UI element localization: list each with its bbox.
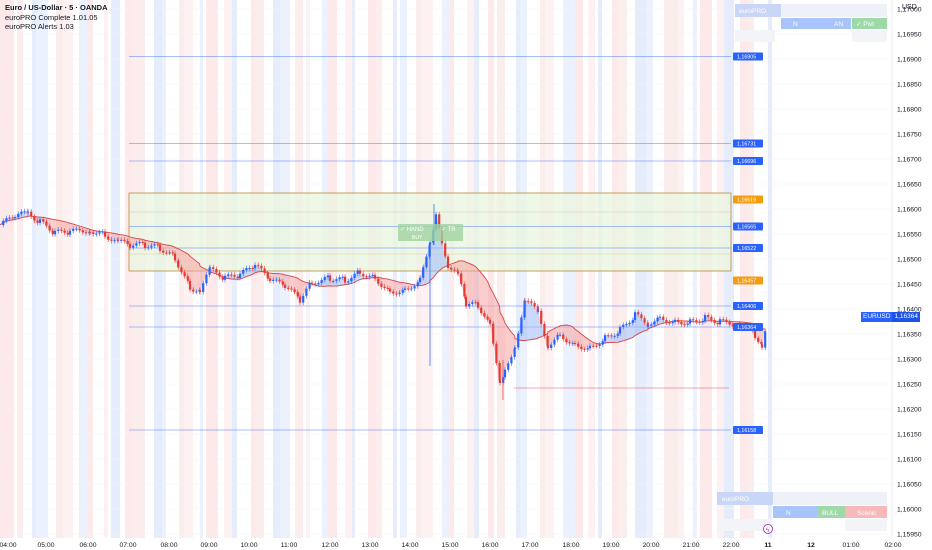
level-label-badge [733,426,763,434]
current-price-badge: EURUSD 1,16364 [861,312,920,322]
time-tick-label: 06:00 [79,542,96,549]
time-tick-label: 04:00 [0,542,17,549]
level-label-text: 1,16158 [737,428,756,434]
price-tick-label: 1,16900 [897,57,922,64]
indicator-legend-2[interactable]: euroPRO Alerts 1.03 [5,22,74,31]
price-tick-label: 1,16300 [897,357,922,364]
time-tick-label: 21:00 [682,542,699,549]
top-panel-cell-2: AN [834,21,843,28]
time-tick-label: 10:00 [240,542,257,549]
level-label-text: 1,16619 [737,198,756,204]
price-tick-label: 1,16350 [897,332,922,339]
price-tick-label: 1,16600 [897,207,922,214]
time-tick-label: 01:00 [842,542,859,549]
current-price-value: 1,16364 [892,312,920,322]
indicator-legend-1[interactable]: euroPRO Complete 1.01.05 [5,12,98,22]
price-axis-ticks: 1,17000 1,16950 1,16900 1,16850 1,16800 1,167… [897,7,922,539]
price-tick-label: 1,16500 [897,257,922,264]
level-label-text: 1,16406 [737,304,756,310]
price-tick-label: 1,16700 [897,157,922,164]
current-symbol: EURUSD [861,312,893,322]
chart-legend: Euro / US-Dollar · 5 · OANDA euroPRO Com… [5,3,108,32]
candlesticks [2,204,767,400]
top-info-panel: euroPRO N AN ✓ Pivt [735,4,887,42]
signal-text-3: BUY [412,235,423,241]
signal-text-2: ✓ TR [441,227,456,233]
time-tick-label: 12 [807,542,815,549]
svg-text:ϟ: ϟ [766,528,770,534]
price-tick-label: 1,16450 [897,282,922,289]
level-label-text: 1,16905 [737,55,756,61]
price-tick-label: 1,16150 [897,432,922,439]
price-tick-label: 1,16000 [897,507,922,514]
symbol-title[interactable]: Euro / US-Dollar · 5 · OANDA [5,3,108,12]
price-tick-label: 1,16050 [897,482,922,489]
level-label-badge [733,276,763,285]
level-label-badge [733,244,763,252]
price-tick-label: 1,16550 [897,232,922,239]
top-panel-cell-1: N [793,21,798,28]
price-tick-label: 1,17000 [897,7,922,14]
time-tick-label: 09:00 [200,542,217,549]
level-label-badge [733,52,763,61]
time-tick-label: 02:00 [884,542,901,549]
time-tick-label: 15:00 [441,542,458,549]
time-tick-label: 14:00 [401,542,418,549]
bottom-panel-cell-2: BULL [822,510,839,517]
level-label-badge [733,139,763,148]
time-tick-label: 11 [764,542,771,549]
price-tick-label: 1,16250 [897,382,922,389]
level-label-text: 1,16364 [737,325,756,331]
level-label-badge [733,157,763,165]
time-tick-label: 11:00 [281,542,298,549]
time-tick-label: 16:00 [481,542,498,549]
level-label-badge [733,195,763,204]
price-level-labels: 1,16905 1,16731 1,16696 1,16619 1,16565 1,165… [733,52,763,434]
level-label-text: 1,16696 [737,159,756,165]
time-axis[interactable] [0,538,932,550]
time-tick-label: 08:00 [160,542,177,549]
time-tick-label: 07:00 [119,542,136,549]
price-tick-label: 1,16650 [897,182,922,189]
bottom-panel-cell-1: N [786,510,791,517]
time-tick-label: 20:00 [642,542,659,549]
time-tick-label: 12:00 [321,542,338,549]
price-axis[interactable] [892,0,932,538]
time-tick-label: 17:00 [521,542,538,549]
bottom-info-panel: euroPRO N BULL Scenic [717,492,887,531]
price-tick-label: 1,16750 [897,132,922,139]
level-label-badge [733,222,763,231]
price-tick-label: 1,16200 [897,407,922,414]
time-tick-label: 22:00 [722,542,739,549]
level-label-text: 1,16731 [737,142,756,148]
time-tick-label: 05:00 [37,542,54,549]
level-label-text: 1,16522 [737,246,756,252]
top-panel-cell-3: ✓ Pivt [856,21,874,28]
price-tick-label: 1,16400 [897,307,922,314]
currency-label[interactable]: USD [902,4,917,11]
signal-text-1: ✓ HAND [400,227,424,233]
level-label-badge [733,323,763,331]
bottom-panel-cell-0: euroPRO [722,496,749,503]
top-panel-cell-0: euroPRO [739,8,766,15]
price-tick-label: 1,16100 [897,457,922,464]
time-tick-label: 18:00 [562,542,579,549]
signal-box: ✓ HAND ✓ TR BUY [398,224,463,241]
time-tick-label: 13:00 [361,542,378,549]
time-axis-ticks: 04:00 05:00 06:00 07:00 08:00 09:00 10:00 11:00… [0,542,902,549]
time-tick-label: 19:00 [602,542,619,549]
level-label-badge [733,302,763,310]
price-tick-label: 1,16950 [897,32,922,39]
price-tick-label: 1,16850 [897,82,922,89]
price-tick-label: 1,15950 [897,532,922,539]
level-label-text: 1,16565 [737,225,756,231]
price-tick-label: 1,16800 [897,107,922,114]
level-label-text: 1,16457 [737,279,756,285]
bottom-panel-cell-3: Scenic [857,510,877,517]
lightning-icon[interactable]: ϟ [763,524,773,535]
